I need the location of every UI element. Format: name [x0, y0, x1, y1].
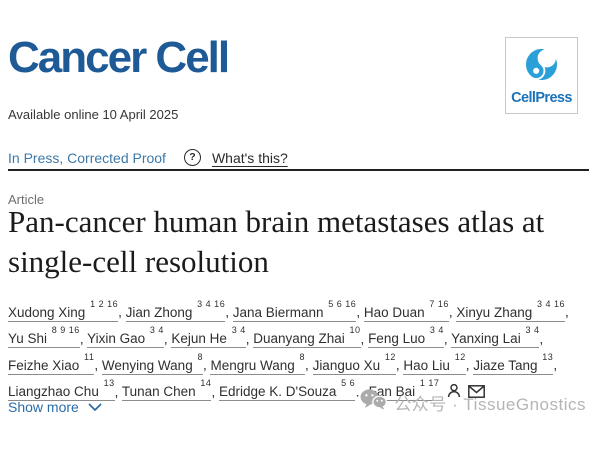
- status-row: In Press, Corrected Proof ? What's this?: [8, 149, 288, 166]
- author-link[interactable]: Yixin Gao 3 4: [87, 325, 164, 348]
- author-link[interactable]: Feizhe Xiao 11: [8, 351, 95, 375]
- watermark: 公众号 · TissueGnostics: [360, 389, 586, 415]
- whats-this-link[interactable]: What's this?: [211, 149, 288, 166]
- author-link[interactable]: Tunan Chen 14: [121, 378, 212, 401]
- cellpress-label: CellPress: [511, 90, 572, 106]
- chevron-down-icon: [88, 399, 102, 415]
- show-more-button[interactable]: Show more: [8, 399, 102, 415]
- wechat-icon: [360, 389, 388, 415]
- author-link[interactable]: Liangzhao Chu 13: [8, 378, 115, 401]
- journal-logo: Cancer Cell: [8, 33, 230, 82]
- person-icon[interactable]: [447, 383, 461, 405]
- cellpress-logo: CellPress: [505, 37, 578, 114]
- in-press-status: In Press, Corrected Proof: [8, 149, 166, 166]
- author-link[interactable]: Jian Zhong 3 4 16: [125, 298, 226, 322]
- envelope-icon[interactable]: [468, 383, 486, 405]
- author-link[interactable]: Fan Bai 1 17: [368, 378, 440, 401]
- author-contact-icons: [447, 383, 486, 405]
- article-title: Pan-cancer human brain metastases atlas …: [8, 204, 545, 279]
- author-link[interactable]: Yu Shi 8 9 16: [8, 325, 80, 348]
- author-line: Feizhe Xiao 11, Wenying Wang 8, Mengru W…: [8, 351, 558, 375]
- author-link[interactable]: Edridge K. D'Souza 5 6: [218, 378, 356, 401]
- show-more-label: Show more: [8, 399, 79, 415]
- author-link[interactable]: Hao Duan 7 16: [363, 298, 449, 322]
- author-link[interactable]: Yanxing Lai 3 4: [451, 325, 540, 348]
- author-list: Xudong Xing 1 2 16, Jian Zhong 3 4 16, J…: [8, 297, 569, 405]
- author-link[interactable]: Wenying Wang 8: [101, 351, 203, 375]
- author-link[interactable]: Jianguo Xu 12: [312, 351, 396, 375]
- watermark-text: 公众号 · TissueGnostics: [394, 394, 586, 414]
- available-online-date: Available online 10 April 2025: [8, 107, 179, 122]
- divider-rule: [8, 169, 589, 171]
- author-link[interactable]: Xudong Xing 1 2 16: [8, 298, 119, 322]
- author-link[interactable]: Duanyang Zhai 10: [253, 325, 361, 348]
- author-link[interactable]: Jana Biermann 5 6 16: [232, 298, 357, 322]
- author-line: Liangzhao Chu 13, Tunan Chen 14, Edridge…: [8, 377, 569, 406]
- article-type-label: Article: [8, 192, 45, 207]
- cellpress-swirl-icon: [518, 38, 565, 93]
- author-link[interactable]: Kejun He 3 4: [171, 325, 246, 348]
- author-link[interactable]: Feng Luo 3 4: [368, 325, 444, 348]
- author-link[interactable]: Jiaze Tang 13: [473, 351, 554, 375]
- author-line: Xudong Xing 1 2 16, Jian Zhong 3 4 16, J…: [8, 298, 569, 322]
- author-link[interactable]: Xinyu Zhang 3 4 16: [456, 298, 566, 322]
- author-lines: Xudong Xing 1 2 16, Jian Zhong 3 4 16, J…: [8, 297, 569, 405]
- author-line: Yu Shi 8 9 16, Yixin Gao 3 4, Kejun He 3…: [8, 325, 544, 348]
- author-link[interactable]: Mengru Wang 8: [210, 351, 306, 375]
- question-circle-icon[interactable]: ?: [183, 149, 201, 166]
- author-link[interactable]: Hao Liu 12: [403, 351, 466, 375]
